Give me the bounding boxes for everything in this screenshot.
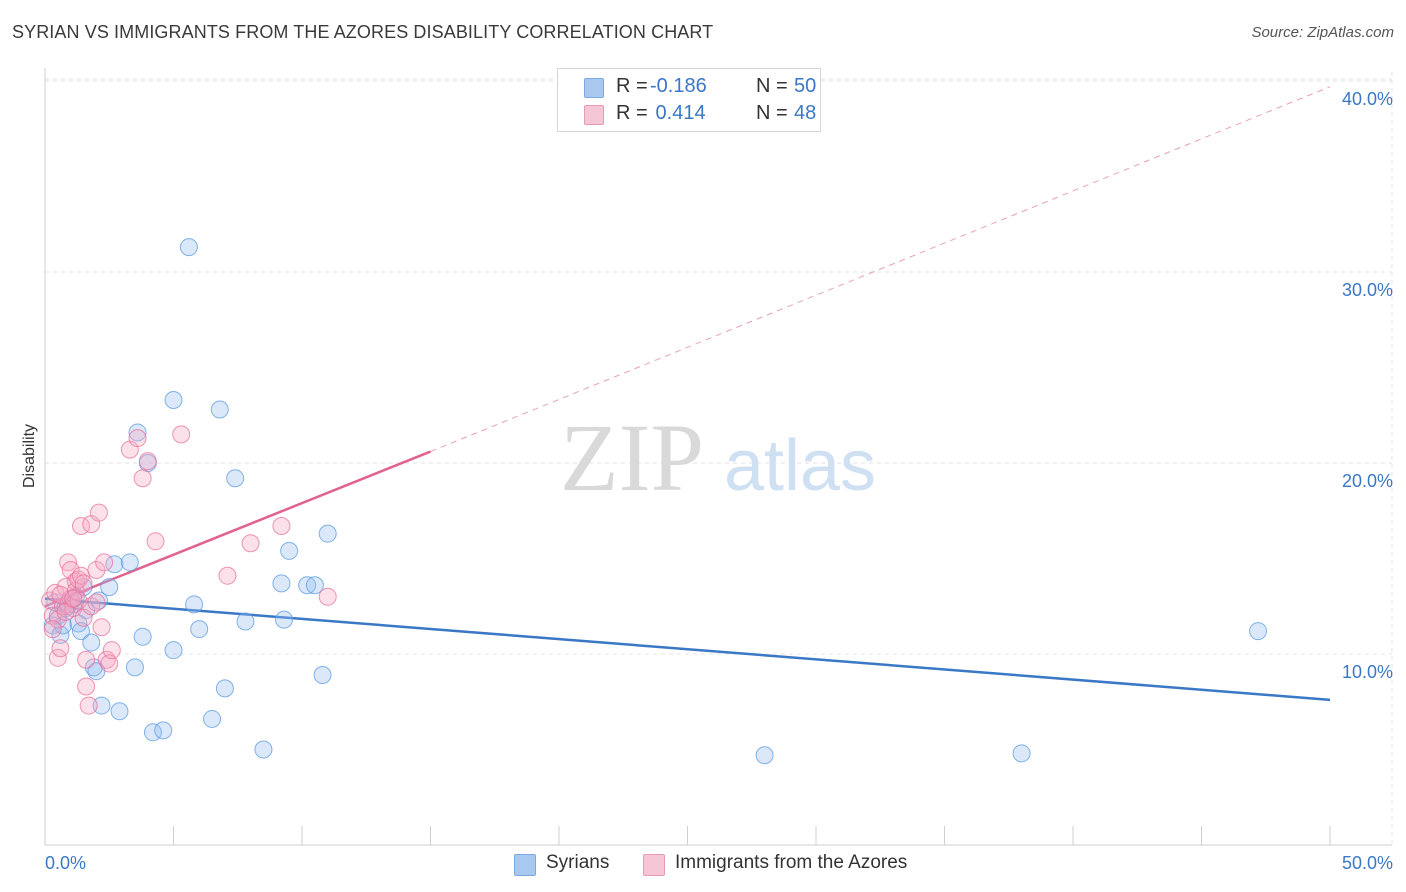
axes [44, 68, 1392, 846]
point-syrians [236, 612, 255, 631]
point-azores [56, 602, 75, 621]
trend-lines [44, 86, 1331, 702]
point-azores [74, 574, 93, 593]
point-azores [133, 469, 152, 488]
legend-swatch-syrians [514, 854, 536, 876]
point-syrians [190, 620, 209, 639]
legend-n-value: 50 [794, 75, 817, 97]
y-tick-label: 30.0% [1342, 280, 1393, 300]
point-azores [51, 639, 70, 658]
legend-swatch-syrians [584, 78, 604, 98]
point-syrians [92, 696, 111, 715]
point-azores [43, 620, 62, 639]
point-azores [100, 654, 119, 673]
point-syrians [43, 616, 62, 635]
y-tick-label: 20.0% [1342, 471, 1393, 491]
legend-swatch-azores [584, 105, 604, 125]
point-syrians [110, 702, 129, 721]
trend-line-syrians [44, 597, 1331, 702]
trend-line-azores [44, 450, 431, 608]
point-syrians [133, 627, 152, 646]
y-tick-label: 40.0% [1342, 89, 1393, 109]
watermark-zip: ZIP [560, 404, 704, 511]
legend-n-label: N = [756, 102, 788, 124]
point-azores [172, 425, 191, 444]
point-azores [61, 560, 80, 579]
point-syrians [275, 610, 294, 629]
point-syrians [298, 576, 317, 595]
point-azores [241, 534, 260, 553]
point-syrians [226, 469, 245, 488]
point-syrians [1249, 622, 1268, 641]
legend-swatch-azores [643, 854, 665, 876]
point-syrians [1012, 744, 1031, 763]
tick-labels: 10.0% 20.0% 30.0% 40.0% 0.0% 50.0% [45, 89, 1393, 873]
watermark: ZIP atlas [560, 404, 876, 511]
point-azores [128, 429, 147, 448]
watermark-atlas: atlas [724, 426, 876, 506]
point-syrians [154, 721, 173, 740]
point-azores [48, 610, 67, 629]
source-label: Source: ZipAtlas.com [1251, 24, 1394, 41]
trend-line-azores-extension [430, 86, 1331, 453]
legend-n-value: 48 [794, 102, 817, 124]
series-legend: Syrians Immigrants from the Azores [0, 852, 1406, 878]
point-azores [272, 517, 291, 536]
point-syrians [305, 576, 324, 595]
point-azores [146, 532, 165, 551]
point-azores [64, 589, 83, 608]
y-axis-label: Disability [21, 424, 38, 488]
point-syrians [272, 574, 291, 593]
point-azores [102, 641, 121, 660]
point-azores [95, 553, 114, 572]
legend-r-value: 0.414 [650, 102, 706, 124]
legend-label-syrians: Syrians [546, 852, 610, 873]
legend-r-value: -0.186 [650, 75, 707, 97]
legend-r-label: R = [616, 102, 648, 124]
point-syrians [120, 553, 139, 572]
point-syrians [164, 390, 183, 409]
point-syrians [82, 633, 101, 652]
point-azores [79, 696, 98, 715]
point-syrians [179, 238, 198, 257]
point-syrians [185, 595, 204, 614]
point-syrians [125, 658, 144, 677]
point-syrians [210, 400, 229, 419]
grid-lines [45, 72, 1393, 845]
x-tick-label-max: 50.0% [1342, 853, 1393, 873]
point-azores [77, 677, 96, 696]
point-azores [89, 503, 108, 522]
point-syrians [280, 541, 299, 560]
data-points [41, 238, 1268, 765]
point-azores [138, 452, 157, 471]
point-azores [218, 566, 237, 585]
point-azores [92, 618, 111, 637]
point-syrians [164, 641, 183, 660]
point-syrians [215, 679, 234, 698]
legend-n-label: N = [756, 75, 788, 97]
legend-r-label: R = [616, 75, 648, 97]
point-azores [318, 587, 337, 606]
point-syrians [254, 740, 273, 759]
point-azores [66, 572, 85, 591]
point-azores [77, 650, 96, 669]
correlation-legend: R = -0.186 N = 50 R = 0.414 N = 48 [557, 68, 821, 132]
point-syrians [128, 423, 147, 442]
legend-label-azores: Immigrants from the Azores [675, 852, 908, 873]
point-syrians [203, 709, 222, 728]
point-syrians [755, 746, 774, 765]
y-tick-label: 10.0% [1342, 662, 1393, 682]
point-syrians [313, 666, 332, 685]
chart-title: SYRIAN VS IMMIGRANTS FROM THE AZORES DIS… [12, 22, 714, 42]
point-syrians [71, 622, 90, 641]
point-syrians [100, 578, 119, 597]
point-azores [87, 560, 106, 579]
point-azores [87, 593, 106, 612]
x-tick-label-min: 0.0% [45, 853, 86, 873]
point-syrians [318, 524, 337, 543]
